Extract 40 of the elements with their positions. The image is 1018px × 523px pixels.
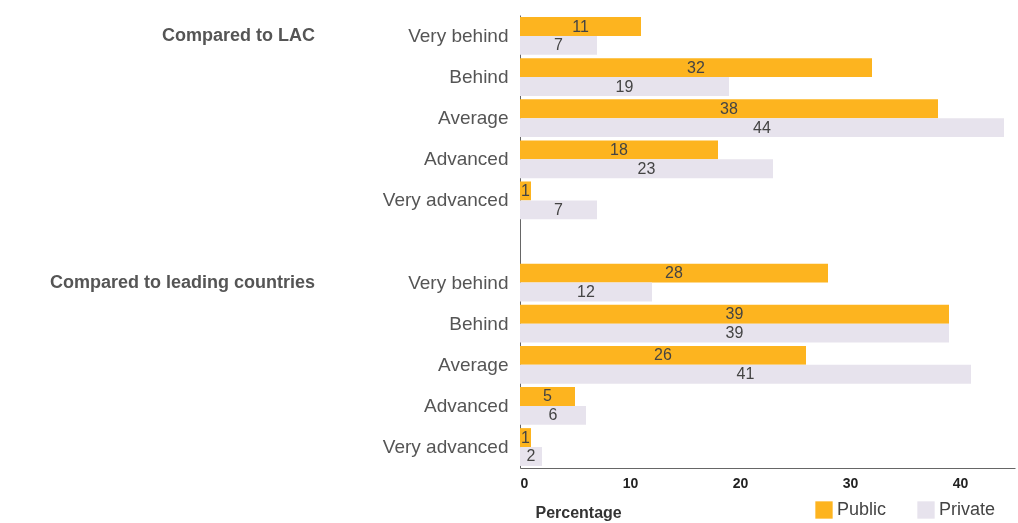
data-label: 19 <box>615 77 634 95</box>
data-label: 5 <box>543 387 553 405</box>
y-tick-label: Very advanced <box>382 436 509 458</box>
x-tick-label: 0 <box>520 474 529 491</box>
data-label: 1 <box>521 181 531 199</box>
data-label: 11 <box>572 17 589 35</box>
data-label: 38 <box>720 99 738 117</box>
data-label: 2 <box>526 447 536 465</box>
data-label: 32 <box>687 58 705 76</box>
data-label: 39 <box>725 324 744 342</box>
text: Compared to LAC <box>162 24 315 45</box>
legend-label: Public <box>837 499 887 519</box>
x-axis-title: Percentage <box>535 503 622 521</box>
data-label: 18 <box>610 140 628 158</box>
data-label: 23 <box>637 159 656 177</box>
x-tick-label: 10 <box>622 474 639 491</box>
x-tick-label: 40 <box>952 474 969 491</box>
data-label: 39 <box>725 305 744 323</box>
y-tick-label: Very behind <box>408 24 509 46</box>
y-tick-label: Average <box>438 107 509 129</box>
y-tick-label: Behind <box>449 312 509 334</box>
text: Compared to leading countries <box>49 271 315 292</box>
data-label: 28 <box>665 264 683 282</box>
y-tick-label: Very advanced <box>382 189 509 211</box>
data-label: 26 <box>654 346 672 364</box>
x-tick-label: 20 <box>732 474 749 491</box>
data-label: 1 <box>521 428 531 446</box>
y-tick-label: Average <box>438 353 509 375</box>
data-label: 41 <box>736 365 755 383</box>
legend-label: Private <box>939 499 996 519</box>
data-label: 12 <box>577 283 595 301</box>
data-label: 6 <box>548 406 558 424</box>
x-tick-label: 30 <box>842 474 859 491</box>
y-tick-label: Advanced <box>423 394 509 416</box>
y-tick-label: Behind <box>449 66 509 88</box>
y-tick-label: Advanced <box>423 148 509 170</box>
data-label: 7 <box>554 36 564 54</box>
data-label: 44 <box>753 118 771 136</box>
y-tick-label: Very behind <box>408 271 509 293</box>
data-label: 7 <box>554 200 564 218</box>
